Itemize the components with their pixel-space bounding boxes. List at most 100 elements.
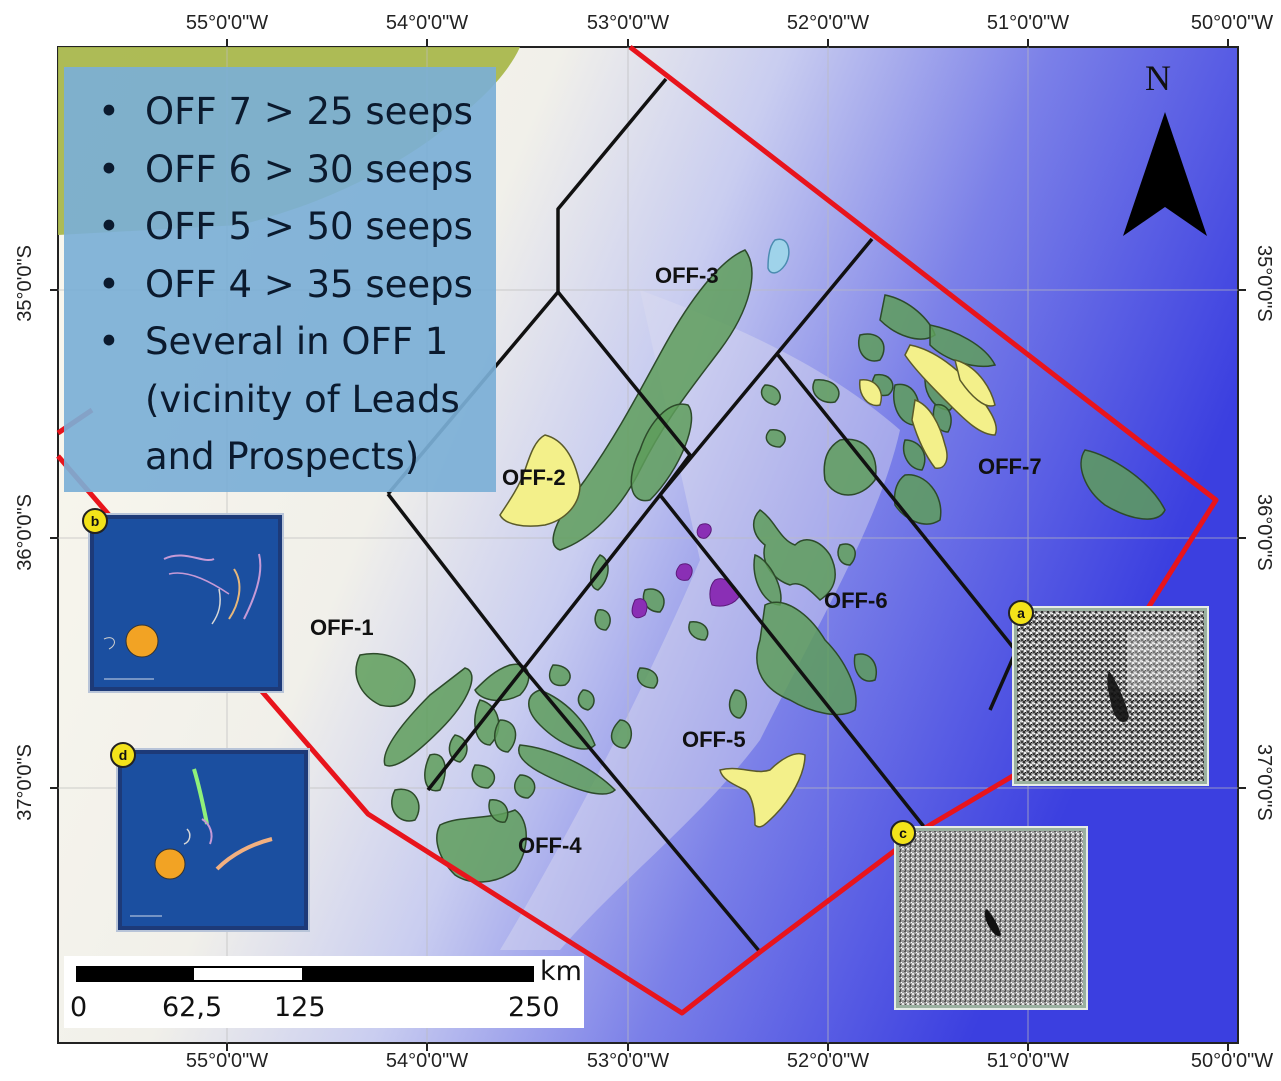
block-divider: [516, 660, 762, 954]
seep-polygon: [1080, 449, 1166, 520]
latitude-label-left: 37°0'0"S: [14, 744, 36, 821]
zone-label-off7: OFF-7: [978, 454, 1042, 479]
legend-item: • OFF 5 > 50 seeps: [98, 205, 473, 248]
seep-polygon: [760, 384, 781, 406]
seep-polygon: [513, 774, 536, 799]
lead-polygon: [499, 434, 581, 527]
scale-tick-label: 0: [70, 992, 88, 1023]
zone-label-off2: OFF-2: [502, 465, 566, 490]
longitude-label-top: 51°0'0"W: [986, 12, 1070, 34]
latitude-label-left: 35°0'0"S: [14, 245, 36, 322]
seep-polygon: [548, 664, 571, 687]
seep-polygon: [756, 601, 857, 716]
inset-tag-a: a: [1008, 600, 1034, 626]
block-divider: [386, 492, 520, 664]
zone-label-off3: OFF-3: [655, 263, 719, 288]
water-feature: [767, 238, 790, 274]
seep-polygon: [636, 667, 659, 689]
seep-polygons: [355, 249, 1166, 883]
lead-polygon: [719, 753, 806, 828]
lead-polygon: [859, 379, 882, 407]
latitude-label-right: 37°0'0"S: [1253, 744, 1275, 821]
scale-segment: [304, 966, 534, 982]
seep-polygon: [853, 653, 877, 682]
block-divider: [988, 650, 1018, 711]
seep-polygon: [355, 653, 416, 707]
seep-polygon: [903, 439, 926, 471]
inset-map-d-canvas: [130, 768, 273, 917]
legend-item: • OFF 6 > 30 seeps: [98, 147, 473, 191]
sonar-inset-c-canvas: [899, 831, 1083, 1005]
latitude-label-right: 35°0'0"S: [1253, 245, 1275, 322]
seep-polygon: [383, 667, 473, 767]
seep-summary-legend: • OFF 7 > 25 seeps • OFF 6 > 30 seeps • OFF…: [64, 67, 496, 492]
graticule-ticks: [50, 39, 1246, 1051]
longitude-label-bottom: 53°0'0"W: [586, 1050, 670, 1072]
zone-label-off1: OFF-1: [310, 615, 374, 640]
longitude-label-bottom: 55°0'0"W: [185, 1050, 269, 1072]
seep-polygon: [552, 249, 753, 551]
scale-segment: [76, 966, 192, 982]
seep-polygon: [471, 764, 496, 789]
lead-polygons: [499, 344, 997, 828]
seep-polygon: [493, 719, 517, 753]
sonar-inset-c: [896, 828, 1086, 1008]
north-label: N: [1145, 58, 1171, 98]
scale-segment: [192, 966, 304, 982]
zone-label-off6: OFF-6: [824, 588, 888, 613]
longitude-label-top: 55°0'0"W: [185, 12, 269, 34]
scale-tick-label: 62,5: [162, 992, 223, 1023]
sonar-inset-a: [1014, 608, 1207, 784]
seep-polygon: [728, 689, 747, 719]
scale-tick-label: 250: [508, 992, 560, 1023]
seep-polygon: [688, 621, 709, 641]
inset-tag-b: b: [82, 508, 108, 534]
lead-polygon: [904, 344, 997, 436]
legend-item: • Several in OFF 1 (vicinity of Leads and P…: [98, 320, 460, 478]
longitude-label-top: 50°0'0"W: [1190, 12, 1274, 34]
seep-polygon: [858, 333, 885, 362]
seep-polygon: [753, 509, 836, 601]
seep-polygon: [518, 744, 617, 795]
longitude-label-top: 54°0'0"W: [385, 12, 469, 34]
block-boundary: [56, 45, 1219, 1016]
latitude-label-right: 36°0'0"S: [1253, 494, 1275, 571]
anomaly: [696, 523, 712, 539]
scale-unit: km: [540, 956, 582, 987]
longitude-label-bottom: 51°0'0"W: [986, 1050, 1070, 1072]
seep-polygon: [594, 609, 611, 631]
seep-polygon: [424, 753, 446, 792]
lead-polygon: [953, 358, 996, 407]
anomaly: [631, 598, 648, 619]
anomaly: [675, 563, 693, 581]
latitude-label-left: 36°0'0"S: [14, 494, 36, 571]
seep-polygon: [823, 438, 877, 496]
longitude-label-top: 53°0'0"W: [586, 12, 670, 34]
longitude-label-bottom: 52°0'0"W: [786, 1050, 870, 1072]
lead-polygon: [911, 399, 948, 469]
inset-tag-d: d: [110, 742, 136, 768]
seep-polygon: [929, 324, 997, 367]
zone-label-off5: OFF-5: [682, 727, 746, 752]
zone-label-off4: OFF-4: [518, 833, 582, 858]
block-divider: [776, 353, 1018, 653]
legend-item: • OFF 7 > 25 seeps: [98, 90, 473, 133]
north-arrow-icon: [1123, 112, 1207, 236]
longitude-label-top: 52°0'0"W: [786, 12, 870, 34]
seep-polygon: [577, 689, 595, 711]
inset-map-b-canvas: [103, 553, 262, 680]
legend-item: • OFF 4 > 35 seeps: [98, 262, 473, 306]
seep-polygon: [610, 719, 632, 749]
inset-tag-c: c: [890, 820, 916, 846]
inset-map-b: [90, 515, 282, 691]
inset-map-d: [118, 750, 308, 930]
seep-polygon: [488, 799, 509, 823]
longitude-label-bottom: 50°0'0"W: [1190, 1050, 1274, 1072]
seep-polygon: [837, 543, 856, 566]
longitude-label-bottom: 54°0'0"W: [385, 1050, 469, 1072]
seep-polygon: [812, 379, 840, 404]
sonar-inset-a-canvas: [1017, 611, 1204, 781]
seep-polygon: [391, 788, 420, 822]
block-divider: [658, 493, 927, 830]
